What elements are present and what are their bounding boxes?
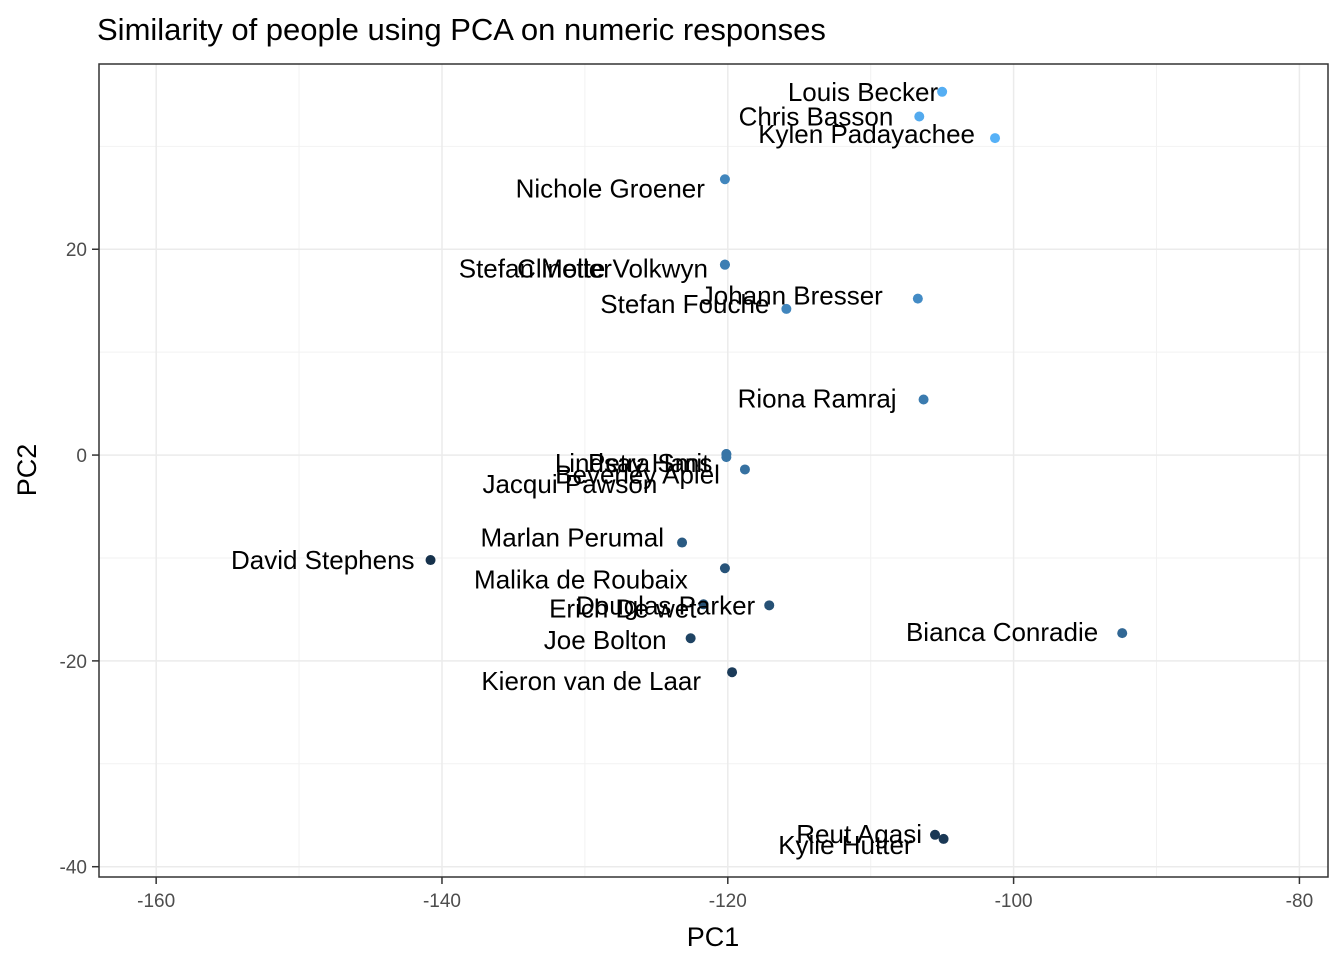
data-point-label: Stefan Fouche: [600, 289, 769, 319]
data-point-label: Marlan Perumal: [481, 523, 665, 553]
y-axis-title: PC2: [12, 444, 42, 497]
data-point-label: Beverley Apiel: [555, 459, 720, 489]
data-point: [719, 563, 730, 574]
grid-major: [99, 64, 1328, 877]
data-point: [781, 303, 792, 314]
data-point-label: Johann Bresser: [701, 281, 883, 311]
data-point: [918, 394, 929, 405]
data-point: [698, 599, 709, 610]
data-point: [930, 829, 941, 840]
data-point-label: Kylie Hutter: [778, 830, 913, 860]
data-point-label: Joe Bolton: [544, 625, 667, 655]
data-points: [425, 86, 1128, 844]
data-point-label: Riona Ramraj: [738, 383, 897, 413]
y-tick-label: 0: [76, 446, 87, 467]
x-tick-label: -120: [709, 891, 747, 912]
x-tick-label: -140: [423, 891, 461, 912]
data-point-label: Louis Becker: [788, 77, 939, 107]
y-tick-label: -40: [60, 858, 87, 879]
data-point: [685, 633, 696, 644]
data-point: [764, 600, 775, 611]
data-point: [938, 833, 949, 844]
data-point: [721, 452, 732, 463]
y-axis-ticks: -40 -20 0 20: [60, 240, 99, 879]
y-tick-label: 20: [66, 240, 87, 261]
data-point-label: Malika de Roubaix: [474, 564, 688, 594]
data-point: [425, 555, 436, 566]
data-point: [727, 667, 738, 678]
x-tick-label: -80: [1286, 891, 1313, 912]
data-point-label: Jacqui Pawson: [482, 469, 657, 499]
data-point-label: Lindsay Hans: [555, 448, 713, 478]
grid-minor: [99, 64, 1328, 877]
data-point-label: Clinette Volkwyn: [517, 254, 708, 284]
data-point-label: Erich De wet: [549, 593, 697, 623]
data-point-label: Kylen Padayachee: [758, 119, 975, 149]
data-point-label: Kieron van de Laar: [481, 666, 701, 696]
x-tick-label: -160: [137, 891, 175, 912]
data-point-label: Stefan Moller: [459, 254, 613, 284]
data-point-label: Nichole Groener: [516, 173, 706, 203]
data-point-label: Petra Smit: [588, 448, 710, 478]
data-point-label: Reut Agasi: [796, 819, 922, 849]
x-axis-ticks: -160 -140 -120 -100 -80: [137, 877, 1313, 912]
data-point: [990, 133, 1001, 144]
data-point-label: Bianca Conradie: [906, 617, 1098, 647]
data-point: [677, 537, 688, 548]
x-axis-title: PC1: [687, 922, 740, 952]
data-point-label: David Stephens: [231, 545, 415, 575]
data-point: [719, 174, 730, 185]
data-point: [912, 293, 923, 304]
data-point: [937, 86, 948, 97]
data-point: [914, 111, 925, 122]
data-point: [719, 259, 730, 270]
y-tick-label: -20: [60, 652, 87, 673]
plot-panel-border: [98, 63, 1329, 878]
chart-title: Similarity of people using PCA on numeri…: [97, 12, 826, 47]
data-point: [1117, 628, 1128, 639]
x-tick-label: -100: [995, 891, 1033, 912]
data-point-label: Chris Basson: [739, 101, 894, 131]
data-point: [739, 464, 750, 475]
data-point-label: Douglas Parker: [576, 590, 756, 620]
